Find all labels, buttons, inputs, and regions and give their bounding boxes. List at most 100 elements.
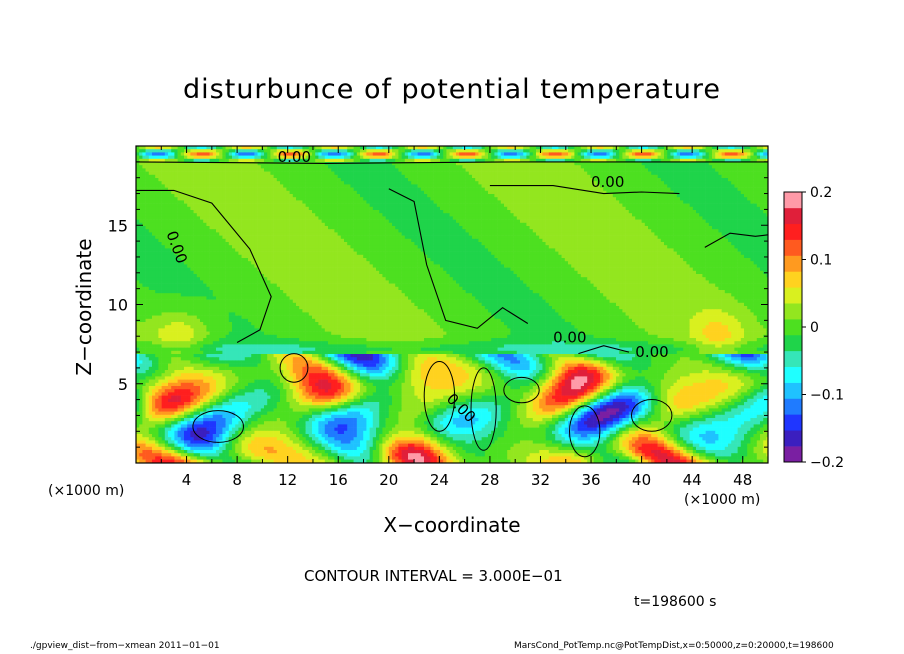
field-cell xyxy=(670,174,674,179)
field-cell xyxy=(577,162,582,166)
field-cell xyxy=(702,184,706,188)
field-cell xyxy=(539,219,543,224)
field-cell xyxy=(193,216,198,220)
field-cell xyxy=(203,200,207,204)
field-cell xyxy=(315,187,319,192)
field-cell xyxy=(139,226,143,230)
field-cell xyxy=(385,187,390,192)
field-cell xyxy=(395,155,399,160)
field-cell xyxy=(321,190,326,195)
field-cell xyxy=(641,194,646,198)
field-cell xyxy=(753,158,758,163)
field-cell xyxy=(267,197,271,201)
field-cell xyxy=(302,168,306,172)
field-cell xyxy=(225,203,230,208)
field-cell xyxy=(248,213,252,217)
field-cell xyxy=(641,165,646,169)
field-cell xyxy=(468,213,473,217)
field-cell xyxy=(561,222,566,227)
field-cell xyxy=(516,165,521,169)
field-cell xyxy=(212,213,217,217)
field-cell xyxy=(174,178,178,182)
field-cell xyxy=(244,165,249,169)
field-cell xyxy=(164,187,169,192)
field-cell xyxy=(526,149,530,153)
field-cell xyxy=(740,162,745,166)
field-cell xyxy=(692,200,697,204)
field-cell xyxy=(216,226,220,230)
field-cell xyxy=(526,210,530,214)
field-cell xyxy=(616,174,620,179)
field-cell xyxy=(206,194,210,198)
field-cell xyxy=(452,146,457,150)
field-cell xyxy=(494,178,498,182)
field-cell xyxy=(612,210,617,214)
field-cell xyxy=(152,146,156,150)
field-cell xyxy=(302,213,306,217)
field-cell xyxy=(395,149,399,153)
field-cell xyxy=(638,155,642,160)
field-cell xyxy=(283,168,287,172)
field-cell xyxy=(379,162,383,166)
field-cell xyxy=(747,152,751,156)
field-cell xyxy=(504,222,508,227)
field-cell xyxy=(625,155,630,160)
field-cell xyxy=(744,158,748,163)
field-cell xyxy=(273,174,278,179)
field-cell xyxy=(366,158,370,163)
field-cell xyxy=(670,168,674,172)
field-cell xyxy=(561,155,566,160)
field-cell xyxy=(664,168,668,172)
field-cell xyxy=(196,210,201,214)
field-cell xyxy=(500,162,505,166)
field-cell xyxy=(529,219,534,224)
field-cell xyxy=(718,184,722,188)
field-cell xyxy=(443,162,447,166)
field-cell xyxy=(142,165,146,169)
field-cell xyxy=(196,152,201,156)
field-cell xyxy=(254,162,258,166)
field-cell xyxy=(424,210,428,214)
field-cell xyxy=(529,200,534,204)
field-cell xyxy=(161,162,166,166)
field-cell xyxy=(708,194,713,198)
field-cell xyxy=(235,222,239,227)
field-cell xyxy=(696,162,700,166)
field-cell xyxy=(212,203,217,208)
field-cell xyxy=(657,216,662,220)
field-cell xyxy=(401,222,406,227)
field-cell xyxy=(443,168,447,172)
field-cell xyxy=(760,181,764,185)
field-cell xyxy=(520,155,524,160)
field-cell xyxy=(558,194,562,198)
field-cell xyxy=(600,178,604,182)
field-cell xyxy=(260,226,265,230)
field-cell xyxy=(292,149,297,153)
field-cell xyxy=(324,174,329,179)
field-cell xyxy=(200,184,204,188)
field-cell xyxy=(542,213,546,217)
field-cell xyxy=(676,162,681,166)
field-cell xyxy=(299,222,303,227)
field-cell xyxy=(574,171,578,176)
field-cell xyxy=(254,158,258,163)
field-cell xyxy=(187,184,191,188)
field-cell xyxy=(644,181,649,185)
field-cell xyxy=(603,197,607,201)
field-cell xyxy=(264,222,268,227)
field-cell xyxy=(331,178,335,182)
field-cell xyxy=(235,200,239,204)
field-cell xyxy=(238,168,242,172)
field-cell xyxy=(238,181,242,185)
field-cell xyxy=(145,187,150,192)
field-cell xyxy=(545,187,550,192)
field-cell xyxy=(315,190,319,195)
field-cell xyxy=(321,219,326,224)
field-cell xyxy=(270,165,274,169)
field-cell xyxy=(388,149,393,153)
field-cell xyxy=(257,171,262,176)
field-cell xyxy=(536,158,540,163)
field-cell xyxy=(420,194,425,198)
field-cell xyxy=(331,200,335,204)
field-cell xyxy=(257,197,262,201)
